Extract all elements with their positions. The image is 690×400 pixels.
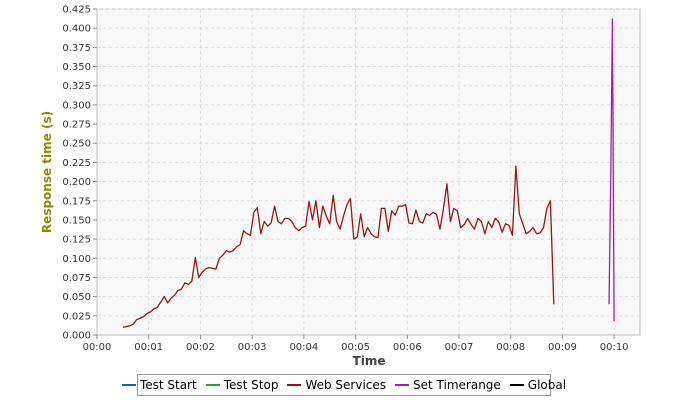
y-tick-label: 0.100	[62, 254, 91, 265]
legend-label-test-start: Test Start	[139, 378, 197, 392]
legend-label-test-stop: Test Stop	[223, 378, 279, 392]
x-tick-label: 00:08	[496, 342, 525, 353]
y-tick-label: 0.175	[62, 196, 91, 207]
y-tick-label: 0.400	[62, 24, 91, 35]
y-tick-label: 0.350	[62, 62, 91, 73]
y-tick-label: 0.200	[62, 177, 91, 188]
x-tick-label: 00:03	[238, 342, 267, 353]
legend-item-web-services[interactable]: Web Services	[287, 378, 386, 392]
x-tick-label: 00:05	[341, 342, 370, 353]
legend-item-set-timerange[interactable]: Set Timerange	[395, 378, 501, 392]
legend-swatch-global	[509, 384, 524, 386]
y-tick-label: 0.325	[62, 81, 91, 92]
y-axis-title: Response time (s)	[40, 111, 54, 233]
legend-item-global[interactable]: Global	[509, 378, 567, 392]
y-tick-label: 0.300	[62, 100, 91, 111]
legend-swatch-test-stop	[205, 384, 220, 386]
legend-swatch-set-timerange	[395, 384, 410, 386]
x-tick-label: 00:01	[134, 342, 163, 353]
legend-label-web-services: Web Services	[305, 378, 387, 392]
legend-item-test-stop[interactable]: Test Stop	[205, 378, 279, 392]
legend-label-set-timerange: Set Timerange	[413, 378, 501, 392]
legend-label-global: Global	[527, 378, 567, 392]
y-tick-label: 0.225	[62, 158, 91, 169]
series-line-web-services	[122, 165, 555, 328]
x-tick-label: 00:09	[548, 342, 577, 353]
legend: Test Start Test Stop Web Services Set Ti…	[121, 374, 566, 396]
x-tick-label: 00:06	[393, 342, 422, 353]
y-tick-label: 0.000	[62, 331, 91, 342]
x-axis-title: Time	[353, 354, 386, 368]
y-tick-label: 0.250	[62, 139, 91, 150]
x-tick-label: 00:04	[289, 342, 318, 353]
y-tick-label: 0.050	[62, 292, 91, 303]
y-tick-label: 0.425	[62, 5, 91, 16]
series-line-set-timerange	[608, 18, 615, 322]
y-tick-label: 0.275	[62, 120, 91, 131]
legend-item-test-start[interactable]: Test Start	[121, 378, 197, 392]
x-tick-label: 00:10	[600, 342, 629, 353]
y-tick-label: 0.125	[62, 235, 91, 246]
x-tick-label: 00:02	[186, 342, 215, 353]
x-tick-label: 00:07	[445, 342, 474, 353]
y-tick-label: 0.150	[62, 215, 91, 226]
x-tick-label: 00:00	[83, 342, 112, 353]
legend-swatch-web-services	[287, 384, 302, 386]
y-tick-label: 0.075	[62, 273, 91, 284]
plot-area	[96, 8, 641, 336]
y-tick-label: 0.025	[62, 311, 91, 322]
y-tick-label: 0.375	[62, 43, 91, 54]
legend-swatch-test-start	[121, 384, 136, 386]
